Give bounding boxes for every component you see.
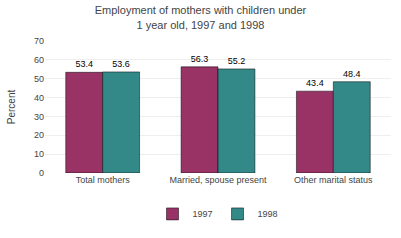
svg-text:55.2: 55.2 [228, 56, 246, 66]
svg-text:Employment of mothers with chi: Employment of mothers with children unde… [95, 4, 307, 30]
svg-text:40: 40 [34, 93, 44, 103]
svg-text:Percent: Percent [6, 90, 17, 125]
svg-text:0: 0 [39, 168, 44, 178]
svg-text:43.4: 43.4 [306, 78, 324, 88]
svg-text:30: 30 [34, 112, 44, 122]
svg-text:1997: 1997 [193, 209, 213, 219]
svg-text:50: 50 [34, 74, 44, 84]
svg-text:1998: 1998 [258, 209, 278, 219]
svg-text:Married, spouse present: Married, spouse present [169, 175, 267, 185]
svg-text:53.6: 53.6 [112, 59, 130, 69]
svg-text:70: 70 [34, 36, 44, 46]
svg-text:10: 10 [34, 149, 44, 159]
svg-text:Other marital status: Other marital status [294, 175, 373, 185]
svg-text:Total mothers: Total mothers [76, 175, 131, 185]
svg-text:20: 20 [34, 130, 44, 140]
svg-text:60: 60 [34, 55, 44, 65]
svg-text:48.4: 48.4 [343, 69, 361, 79]
svg-text:56.3: 56.3 [191, 54, 209, 64]
svg-text:53.4: 53.4 [75, 59, 93, 69]
